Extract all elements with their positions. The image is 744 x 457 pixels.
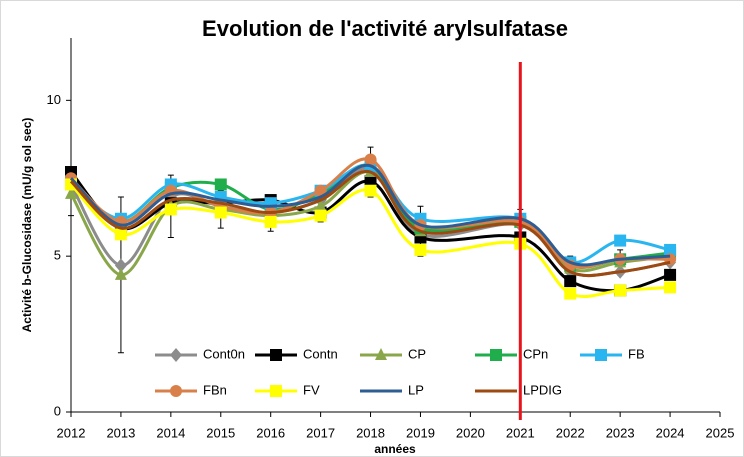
legend-marker — [375, 348, 387, 360]
legend-label: Cont0n — [203, 346, 245, 361]
x-tick-label: 2016 — [256, 425, 285, 440]
y-tick-label: 0 — [54, 403, 61, 418]
marker — [364, 175, 377, 188]
x-tick-label: 2025 — [706, 425, 735, 440]
legend-label: Contn — [303, 346, 338, 361]
y-axis-label: Activité b-Glucosidase (mU/g sol sec) — [20, 118, 34, 333]
marker — [664, 281, 677, 294]
legend-item: FBn — [155, 382, 227, 397]
x-axis-label: années — [374, 442, 416, 456]
marker — [664, 268, 677, 281]
legend-label: CP — [408, 346, 426, 361]
x-tick-label: 2014 — [156, 425, 185, 440]
marker — [114, 258, 127, 273]
marker — [114, 267, 127, 280]
x-tick-label: 2012 — [57, 425, 86, 440]
legend-marker — [270, 385, 282, 397]
legend-item: CP — [360, 346, 426, 361]
y-tick-label: 5 — [54, 248, 61, 263]
legend-item: LP — [360, 382, 424, 397]
marker — [214, 206, 227, 219]
chart-title: Evolution de l'activité arylsulfatase — [202, 16, 568, 41]
legend-item: CPn — [475, 346, 548, 361]
marker — [414, 243, 427, 256]
series-line — [69, 163, 671, 267]
series-line — [69, 169, 671, 278]
legend-label: FV — [303, 382, 320, 397]
marker — [364, 153, 377, 166]
marker — [614, 234, 627, 247]
marker — [65, 186, 77, 199]
marker — [264, 215, 277, 228]
x-tick-label: 2013 — [106, 425, 135, 440]
legend-label: FB — [628, 346, 645, 361]
marker — [314, 199, 327, 212]
legend-label: LPDIG — [523, 382, 562, 397]
x-tick-label: 2024 — [656, 425, 685, 440]
legend-label: CPn — [523, 346, 548, 361]
x-tick-label: 2020 — [456, 425, 485, 440]
legend-marker — [170, 385, 182, 397]
legend-marker — [170, 348, 182, 362]
legend-marker — [595, 349, 607, 361]
legend-item: FB — [580, 346, 645, 361]
legend-label: LP — [408, 382, 424, 397]
x-tick-label: 2023 — [606, 425, 635, 440]
x-tick-label: 2018 — [356, 425, 385, 440]
x-tick-label: 2022 — [556, 425, 585, 440]
marker — [564, 287, 577, 300]
x-tick-label: 2019 — [406, 425, 435, 440]
marker — [364, 184, 377, 197]
legend-label: FBn — [203, 382, 227, 397]
x-tick-label: 2021 — [506, 425, 535, 440]
legend-marker — [270, 349, 282, 361]
marker — [164, 203, 177, 216]
legend-item: Contn — [255, 346, 338, 361]
legend-marker — [490, 349, 502, 361]
marker — [214, 178, 227, 191]
marker — [314, 209, 327, 222]
x-tick-label: 2015 — [206, 425, 235, 440]
marker — [114, 228, 127, 241]
legend-item: FV — [255, 382, 320, 397]
marker — [564, 275, 577, 288]
legend-item: LPDIG — [475, 382, 562, 397]
x-tick-label: 2017 — [306, 425, 335, 440]
marker — [664, 243, 677, 256]
marker — [614, 284, 627, 297]
y-tick-label: 10 — [47, 92, 61, 107]
legend-item: Cont0n — [155, 346, 245, 362]
